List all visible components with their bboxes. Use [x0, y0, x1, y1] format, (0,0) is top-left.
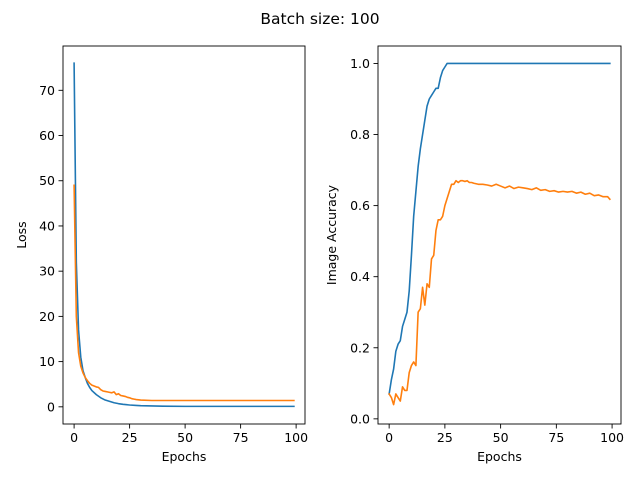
- loss-axes-frame: [62, 45, 306, 425]
- accuracy-x-tick-label: 0: [385, 430, 393, 445]
- accuracy-series-line-2: [388, 179, 611, 406]
- accuracy-y-tick-label: 0.0: [350, 411, 370, 426]
- loss-x-tick-label: 100: [284, 430, 308, 445]
- figure-title: Batch size: 100: [260, 10, 379, 28]
- loss-y-tick-label: 70: [39, 83, 55, 98]
- accuracy-x-tick-label: 25: [437, 430, 453, 445]
- accuracy-axes-frame: [377, 45, 622, 425]
- loss-y-tick-label: 50: [39, 173, 55, 188]
- accuracy-y-tick-label: 1.0: [350, 56, 370, 71]
- accuracy-x-axis-label: Epochs: [477, 449, 522, 464]
- accuracy-y-tick-label: 0.6: [350, 198, 370, 213]
- loss-x-axis-label: Epochs: [162, 449, 207, 464]
- loss-x-tick-label: 75: [233, 430, 249, 445]
- accuracy-y-tick-label: 0.2: [350, 340, 370, 355]
- loss-y-tick-label: 30: [39, 264, 55, 279]
- loss-y-tick-label: 10: [39, 354, 55, 369]
- loss-series-line-2: [73, 184, 295, 402]
- loss-x-tick-label: 50: [177, 430, 193, 445]
- loss-x-tick-label: 25: [122, 430, 138, 445]
- loss-chart: 0 25 50 75 100 0 10 20 30 40 50 60 70 Epochs Loss: [14, 45, 308, 464]
- accuracy-series-line-1: [388, 62, 611, 395]
- loss-y-tick-label: 60: [39, 128, 55, 143]
- loss-y-tick-label: 0: [47, 399, 55, 414]
- accuracy-x-tick-label: 75: [548, 430, 564, 445]
- accuracy-x-tick-label: 50: [493, 430, 509, 445]
- loss-x-tick-label: 0: [70, 430, 78, 445]
- loss-y-axis-label: Loss: [14, 221, 29, 248]
- loss-y-tick-label: 20: [39, 309, 55, 324]
- accuracy-chart: 0 25 50 75 100 0.0 0.2 0.4 0.6 0.8 1.0 Epochs Image …: [324, 45, 624, 464]
- accuracy-y-axis-label: Image Accuracy: [324, 184, 339, 285]
- accuracy-y-tick-label: 0.4: [350, 269, 370, 284]
- loss-y-tick-label: 40: [39, 218, 55, 233]
- accuracy-y-tick-label: 0.8: [350, 127, 370, 142]
- accuracy-x-tick-label: 100: [600, 430, 624, 445]
